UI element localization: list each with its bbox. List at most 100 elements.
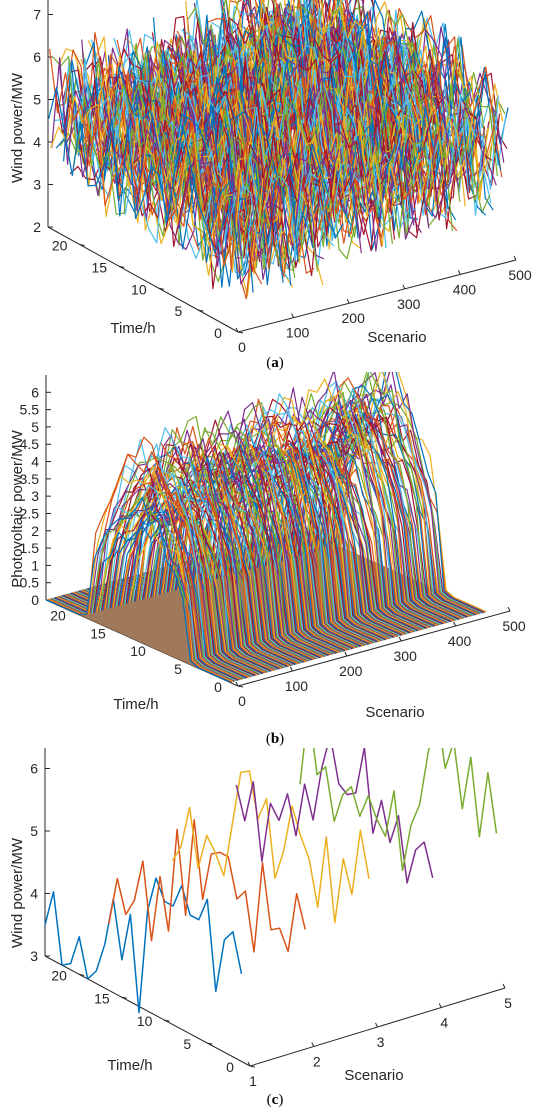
- z-tick-label: 2: [31, 523, 39, 539]
- x-tick-label: 4: [440, 1015, 448, 1031]
- x-tick-label: 3: [377, 1034, 385, 1050]
- y-tick-mark: [79, 973, 85, 976]
- x-tick-label: 500: [508, 267, 532, 283]
- x-tick-label: 400: [448, 633, 472, 649]
- x-tick-label: 1: [249, 1073, 257, 1088]
- y-tick-label: 0: [214, 325, 222, 341]
- scenario-line: [230, 0, 414, 233]
- z-tick-label: 4.5: [20, 436, 40, 452]
- y-tick-label: 5: [183, 1036, 191, 1052]
- y-tick-label: 15: [94, 990, 110, 1006]
- z-tick-label: 1: [31, 557, 39, 573]
- x-tick-mark: [235, 327, 239, 333]
- x-tick-label: 100: [285, 678, 309, 694]
- y-tick-label: 10: [130, 643, 146, 659]
- scenario-line: [90, 96, 273, 242]
- x-tick-mark: [507, 606, 511, 612]
- x-tick-label: 200: [342, 310, 366, 326]
- x-axis-label: Scenario: [344, 1067, 403, 1084]
- x-tick-mark: [346, 298, 350, 304]
- x-axis-label: Scenario: [367, 329, 426, 346]
- x-tick-mark: [398, 636, 402, 642]
- scenario-line: [234, 6, 418, 233]
- scenario-line-3: [171, 770, 370, 924]
- x-tick-mark: [453, 621, 457, 627]
- x-tick-label: 100: [286, 325, 310, 341]
- y-tick-label: 20: [51, 967, 67, 983]
- x-tick-mark: [344, 651, 348, 657]
- x-tick-mark: [457, 270, 461, 275]
- scenario-line-1: [44, 877, 243, 1014]
- x-tick-label: 300: [394, 648, 418, 664]
- y-tick-mark: [198, 309, 204, 312]
- scenario-line: [52, 55, 236, 240]
- scenario-line: [49, 48, 233, 266]
- y-axis-line: [44, 955, 251, 1067]
- y-tick-mark: [237, 331, 244, 334]
- z-axis-label: Photovoltaic power/MW: [9, 429, 26, 587]
- z-tick-label: 4: [30, 886, 38, 902]
- series-lines: [46, 372, 487, 683]
- z-tick-label: 3: [31, 488, 39, 504]
- scenario-line: [48, 86, 232, 254]
- y-tick-label: 10: [131, 281, 147, 297]
- x-tick-mark: [289, 666, 293, 672]
- x-axis-label: Scenario: [365, 704, 424, 721]
- x-axis-line: [237, 259, 517, 333]
- x-tick-mark: [291, 313, 295, 318]
- y-tick-label: 20: [52, 238, 68, 254]
- axes: 0100200300400500051015202345678ScenarioT…: [9, 0, 532, 352]
- y-tick-mark: [164, 1019, 170, 1022]
- x-tick-label: 500: [502, 618, 526, 634]
- z-tick-label: 5: [30, 823, 38, 839]
- z-axis-label: Wind power/MW: [9, 837, 26, 948]
- z-tick-label: 3: [33, 177, 41, 193]
- y-tick-mark: [119, 265, 125, 268]
- scenario-line: [94, 54, 278, 270]
- y-tick-label: 5: [174, 661, 182, 677]
- z-tick-label: 6: [33, 49, 41, 65]
- x-tick-mark: [402, 284, 406, 290]
- x-tick-label: 400: [453, 281, 477, 297]
- z-tick-label: 3: [30, 948, 38, 964]
- z-tick-label: 1.5: [20, 540, 40, 556]
- scenario-line-2: [108, 819, 306, 953]
- y-tick-mark: [158, 287, 164, 290]
- axes: 01002003004005000510152000.511.522.533.5…: [9, 375, 526, 721]
- z-tick-label: 5: [33, 92, 41, 108]
- series-lines: [44, 748, 498, 1014]
- z-tick-label: 5: [31, 419, 39, 435]
- z-axis-label: Wind power/MW: [9, 72, 26, 183]
- chart-panel-b: 01002003004005000510152000.511.522.533.5…: [9, 372, 526, 721]
- x-tick-mark: [438, 1003, 442, 1008]
- y-tick-mark: [121, 996, 127, 999]
- z-tick-label: 0: [31, 592, 39, 608]
- x-tick-label: 300: [397, 296, 421, 312]
- y-axis-label: Time/h: [107, 1057, 152, 1074]
- y-tick-mark: [249, 1065, 256, 1068]
- caption-a: (a): [266, 355, 284, 371]
- scenario-line-5: [299, 748, 498, 872]
- scenario-line: [48, 465, 234, 683]
- z-tick-label: 2.5: [20, 505, 40, 521]
- y-tick-mark: [237, 685, 244, 688]
- x-tick-mark: [235, 681, 239, 687]
- scenario-line: [66, 469, 251, 678]
- scenario-line: [52, 484, 237, 682]
- y-tick-label: 10: [137, 1013, 153, 1029]
- y-tick-mark: [79, 244, 85, 246]
- y-tick-label: 15: [90, 625, 106, 641]
- scenario-line-4: [235, 748, 434, 884]
- x-tick-label: 0: [238, 339, 246, 352]
- scenario-line: [50, 96, 233, 247]
- scenario-line: [54, 526, 239, 681]
- y-tick-label: 20: [50, 607, 66, 623]
- y-tick-mark: [207, 1042, 213, 1045]
- y-axis-label: Time/h: [113, 696, 158, 713]
- z-tick-label: 7: [33, 7, 41, 23]
- z-tick-label: 3.5: [20, 471, 40, 487]
- x-tick-label: 0: [238, 693, 246, 709]
- scenario-line: [68, 443, 253, 677]
